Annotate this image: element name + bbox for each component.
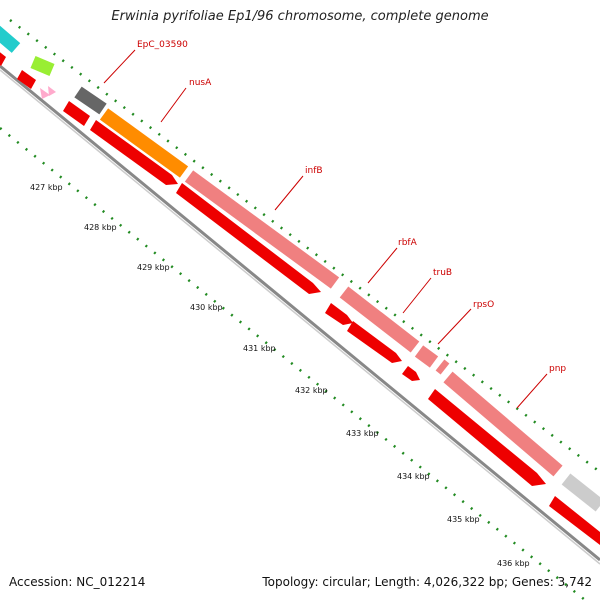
leader-pnp <box>516 373 548 409</box>
gc-track-outer <box>9 19 600 473</box>
gc-track-inner <box>0 127 586 600</box>
backbone-inner <box>0 69 600 565</box>
leader-epc03590 <box>103 49 136 84</box>
leader-rpso <box>437 308 472 345</box>
cds-pink-marker-2 <box>48 86 56 96</box>
backbone-outer <box>0 64 600 562</box>
gene-trub <box>414 345 439 368</box>
tick-label-431: 431 kbp <box>243 344 276 353</box>
tick-label-427: 427 kbp <box>30 183 63 192</box>
leader-nusa <box>160 87 187 123</box>
leader-rbfa <box>367 247 398 284</box>
gene-pnp <box>443 371 563 477</box>
cds-2 <box>63 101 90 126</box>
gene-infb <box>184 170 340 289</box>
leader-trub <box>402 277 432 314</box>
gene-lime <box>30 56 55 76</box>
gene-nusa <box>99 108 189 178</box>
cds-3 <box>90 120 178 185</box>
cds-7 <box>402 366 420 381</box>
cds-6 <box>347 321 402 363</box>
gene-rbfa <box>339 286 420 353</box>
gene-label-nusa: nusA <box>189 78 212 88</box>
cds-4 <box>176 183 321 294</box>
tick-label-429: 429 kbp <box>137 263 170 272</box>
gene-label-trub: truB <box>433 268 452 278</box>
cds-9 <box>549 496 600 545</box>
genome-summary-text: Topology: circular; Length: 4,026,322 bp… <box>262 575 592 589</box>
map-title: Erwinia pyrifoliae Ep1/96 chromosome, co… <box>111 9 489 24</box>
accession-text: Accession: NC_012214 <box>9 575 146 589</box>
cds-5 <box>325 303 353 325</box>
tick-label-430: 430 kbp <box>190 303 223 312</box>
tick-label-433: 433 kbp <box>346 429 379 438</box>
gene-label-infb: infB <box>305 166 323 176</box>
gene-rpso <box>435 359 450 375</box>
tick-label-436: 436 kbp <box>497 559 530 568</box>
cds-pink-marker <box>40 88 50 99</box>
gene-lightgray <box>561 473 600 512</box>
gene-epc03590 <box>74 86 107 115</box>
gene-label-pnp: pnp <box>549 364 566 374</box>
cds-1 <box>17 70 36 89</box>
leader-infb <box>274 175 304 211</box>
gene-cyan <box>0 25 21 53</box>
tick-label-435: 435 kbp <box>447 515 480 524</box>
tick-label-434: 434 kbp <box>397 472 430 481</box>
gene-label-epc03590: EpC_03590 <box>137 40 188 50</box>
cds-0 <box>0 52 6 66</box>
tick-label-428: 428 kbp <box>84 223 117 232</box>
gene-label-rpso: rpsO <box>473 300 494 310</box>
cds-8 <box>428 389 546 486</box>
gene-label-rbfa: rbfA <box>398 238 418 248</box>
tick-label-432: 432 kbp <box>295 386 328 395</box>
